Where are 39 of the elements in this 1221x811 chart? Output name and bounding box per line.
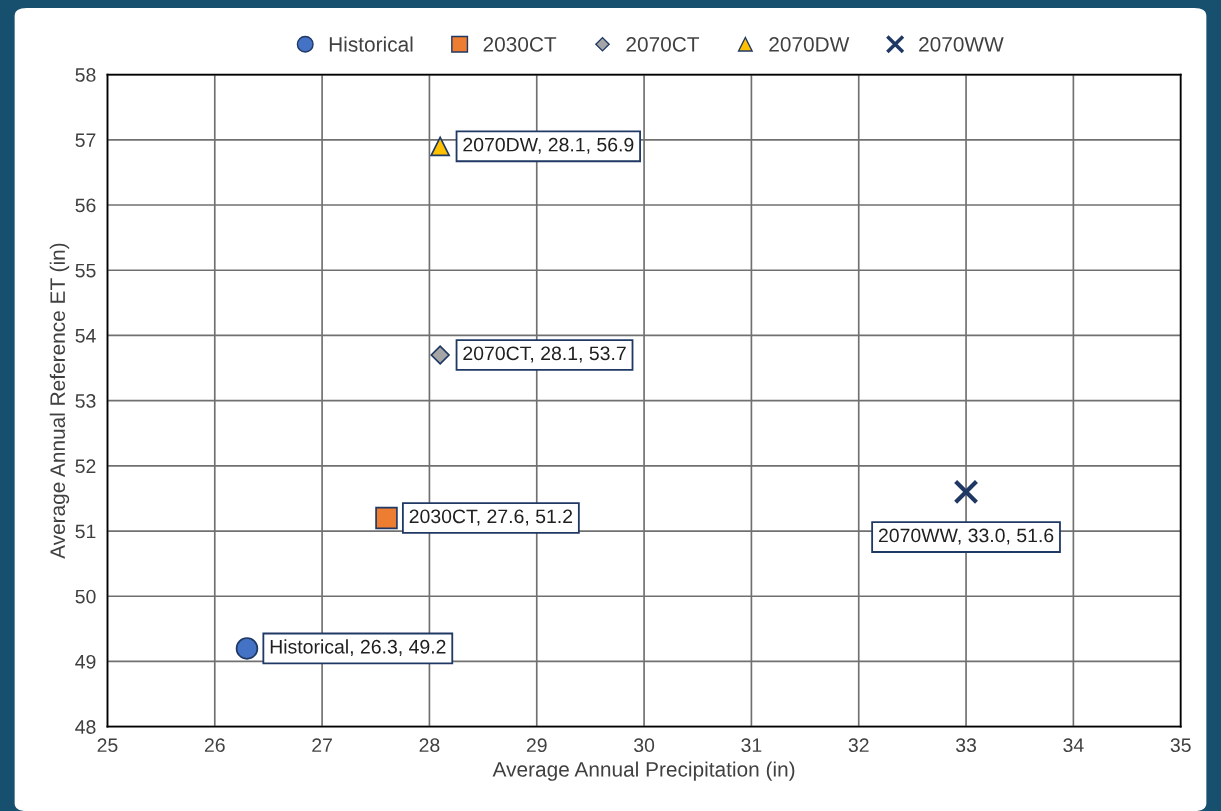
x-tick-label: 35 bbox=[1170, 738, 1191, 753]
data-label: 2070DW, 28.1, 56.9 bbox=[463, 137, 634, 154]
y-tick-label: 52 bbox=[75, 459, 96, 474]
x-tick-label: 30 bbox=[634, 738, 655, 753]
legend-label: 2070DW bbox=[769, 36, 850, 52]
legend-label: 2070WW bbox=[919, 36, 1004, 52]
point bbox=[375, 506, 398, 530]
y-tick-label: 53 bbox=[75, 394, 96, 408]
y-tick-label: 58 bbox=[75, 68, 96, 82]
y-tick-label: 48 bbox=[75, 720, 96, 734]
x-tick-label: 29 bbox=[526, 738, 547, 753]
x-tick-label: 34 bbox=[1063, 738, 1084, 753]
point bbox=[235, 637, 259, 660]
data-label: 2030CT, 27.6, 51.2 bbox=[409, 509, 573, 526]
point bbox=[430, 345, 450, 365]
point bbox=[430, 136, 451, 157]
x-tick-label: 27 bbox=[312, 738, 332, 752]
x-tick-label: 25 bbox=[97, 738, 118, 753]
legend-label: 2070CT bbox=[626, 36, 700, 52]
y-tick-label: 56 bbox=[75, 198, 96, 213]
data-label: 2070WW, 33.0, 51.6 bbox=[878, 528, 1054, 545]
x-tick-label: 32 bbox=[848, 738, 869, 753]
legend-label: 2030CT bbox=[483, 36, 557, 52]
x-axis-title: Average Annual Precipitation (in) bbox=[492, 761, 795, 781]
y-axis-title: Average Annual Reference ET (in) bbox=[49, 243, 70, 559]
y-tick-label: 49 bbox=[75, 654, 96, 669]
y-tick-label: 54 bbox=[75, 329, 96, 343]
x-tick-label: 31 bbox=[741, 738, 762, 753]
y-tick-label: 51 bbox=[75, 524, 96, 539]
point bbox=[953, 479, 979, 505]
y-tick-label: 50 bbox=[75, 589, 96, 604]
legend-label: Historical bbox=[329, 36, 413, 52]
x-tick-label: 28 bbox=[419, 738, 440, 753]
x-tick-label: 26 bbox=[204, 738, 225, 753]
x-tick-label: 33 bbox=[955, 738, 977, 753]
y-tick-label: 57 bbox=[75, 133, 96, 148]
data-label: 2070CT, 28.1, 53.7 bbox=[463, 346, 626, 363]
data-label: Historical, 26.3, 49.2 bbox=[270, 639, 446, 656]
y-tick-label: 55 bbox=[75, 263, 96, 278]
